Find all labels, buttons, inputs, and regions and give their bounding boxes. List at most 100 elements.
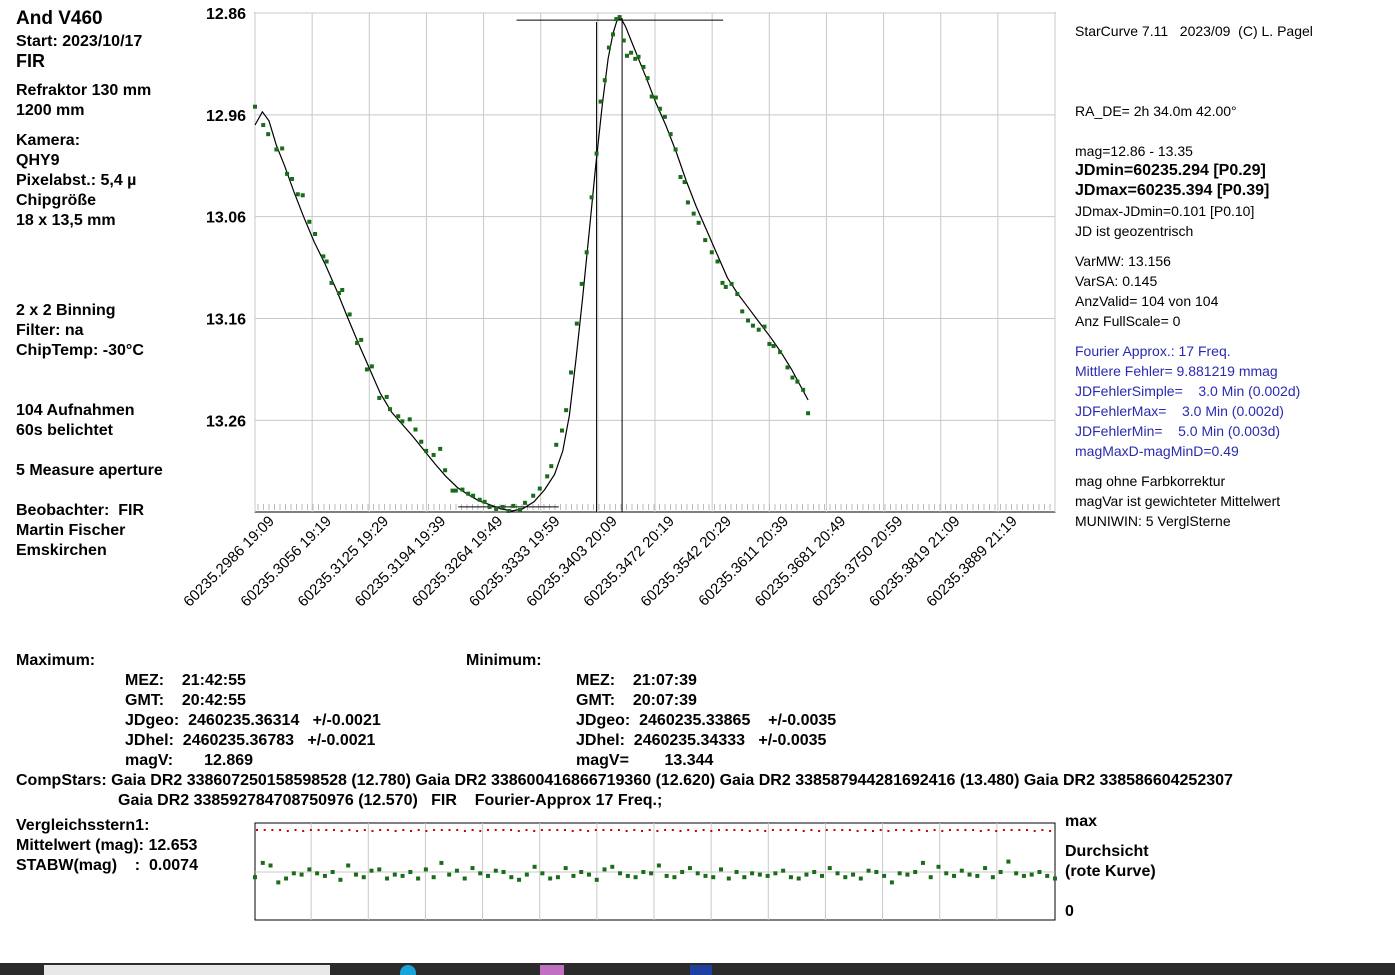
- observation-point: [729, 281, 734, 286]
- start-date: Start: 2023/10/17: [16, 33, 143, 50]
- transparency-point: [902, 829, 905, 831]
- observation-point: [466, 491, 471, 496]
- chip-label: Chipgröße: [16, 192, 96, 209]
- observation-point: [569, 370, 574, 375]
- transparency-point: [440, 829, 443, 831]
- transparency-point: [848, 829, 851, 831]
- mag-range: mag=12.86 - 13.35: [1075, 143, 1193, 159]
- observer-location: Emskirchen: [16, 542, 107, 559]
- transparency-point: [941, 830, 944, 832]
- transparency-point: [263, 829, 266, 831]
- observation-point: [756, 327, 761, 332]
- taskbar-app-icon[interactable]: [540, 965, 564, 975]
- comparison-point: [385, 876, 390, 881]
- observation-point: [645, 76, 650, 81]
- observation-point: [280, 146, 285, 151]
- comparison-point: [548, 876, 553, 881]
- observation-point: [715, 259, 720, 264]
- observation-point: [494, 506, 499, 511]
- comparison-point: [361, 875, 366, 880]
- comparison-point: [408, 870, 413, 874]
- observation-point: [678, 174, 683, 179]
- transparency-point: [671, 829, 674, 831]
- star-name: And V460: [16, 8, 103, 29]
- observation-point: [636, 54, 641, 59]
- transparency-point: [456, 829, 459, 831]
- observation-point: [682, 180, 687, 185]
- comparison-point: [291, 871, 296, 876]
- comparison-point: [843, 875, 848, 880]
- comparison-point: [656, 863, 661, 868]
- comparison-point: [866, 868, 871, 873]
- chart-annotations: [458, 18, 724, 512]
- camera-label: Kamera:: [16, 132, 81, 149]
- observation-point: [795, 379, 800, 384]
- measure-aperture: 5 Measure aperture: [16, 462, 163, 479]
- observation-point: [531, 493, 536, 498]
- transparency-point: [379, 829, 382, 831]
- transparency-point: [517, 830, 520, 832]
- observer-name: Martin Fischer: [16, 522, 126, 539]
- comparison-point: [703, 873, 708, 878]
- mag-maxd-mind: magMaxD-magMinD=0.49: [1075, 443, 1239, 459]
- comparison-point: [773, 871, 778, 876]
- observation-point: [369, 364, 374, 369]
- transparency-point: [502, 829, 505, 831]
- compstars-line-2: Gaia DR2 338592784708750976 (12.570) FIR…: [118, 792, 663, 809]
- transparency-point: [617, 829, 620, 831]
- observation-point: [673, 147, 678, 152]
- taskbar-app-icon[interactable]: [400, 965, 416, 975]
- transparency-point: [1002, 829, 1005, 831]
- comparison-point: [719, 867, 724, 872]
- transparency-point: [294, 829, 297, 831]
- transparency-series: [256, 829, 1052, 832]
- observation-point: [641, 64, 646, 69]
- comparison-point: [819, 873, 824, 878]
- comparison-point: [299, 872, 304, 877]
- observation-point: [487, 504, 492, 509]
- binning: 2 x 2 Binning: [16, 302, 116, 319]
- y-tick-label: 13.06: [206, 210, 246, 227]
- transparency-point: [756, 829, 759, 831]
- observation-point: [545, 474, 550, 479]
- transparency-point: [972, 829, 975, 831]
- comparison-point: [835, 871, 840, 876]
- comparison-point: [260, 860, 265, 865]
- transparency-point: [710, 830, 713, 832]
- comparison-point: [586, 872, 591, 877]
- observation-point: [554, 442, 559, 447]
- observation-point: [735, 292, 740, 297]
- observation-point: [709, 250, 714, 255]
- comparison-point: [952, 873, 957, 878]
- transparency-point: [841, 829, 844, 831]
- transparency-point: [764, 830, 767, 832]
- comparison-max-label: max: [1065, 813, 1098, 830]
- comparison-point: [602, 867, 607, 872]
- comparison-point: [897, 871, 902, 876]
- comparison-point: [944, 871, 949, 876]
- observation-point: [364, 367, 369, 372]
- comparison-point: [563, 866, 568, 871]
- transparency-point: [872, 830, 874, 832]
- comparison-point: [618, 871, 623, 876]
- observation-point: [506, 508, 511, 513]
- observation-point: [522, 500, 527, 505]
- transparency-point: [317, 829, 320, 831]
- transparency-point: [356, 830, 359, 832]
- jd-min: JDmin=60235.294 [P0.29]: [1075, 162, 1266, 179]
- comparison-point: [377, 867, 382, 872]
- observation-point: [359, 337, 364, 342]
- transparency-point: [463, 830, 466, 832]
- var-mean: VarMW: 13.156: [1075, 253, 1171, 269]
- observation-point: [482, 499, 487, 504]
- observation-point: [703, 238, 708, 243]
- transparency-point: [879, 829, 882, 831]
- transparency-point: [510, 829, 513, 831]
- transparency-point: [802, 830, 805, 832]
- transparency-point: [771, 829, 774, 831]
- observation-point: [778, 350, 783, 355]
- taskbar-app-icon[interactable]: [690, 965, 712, 975]
- mean-error: Mittlere Fehler= 9.881219 mmag: [1075, 363, 1278, 379]
- taskbar-window-button[interactable]: [44, 965, 330, 975]
- jd-error-min: JDFehlerMin= 5.0 Min (0.003d): [1075, 423, 1281, 439]
